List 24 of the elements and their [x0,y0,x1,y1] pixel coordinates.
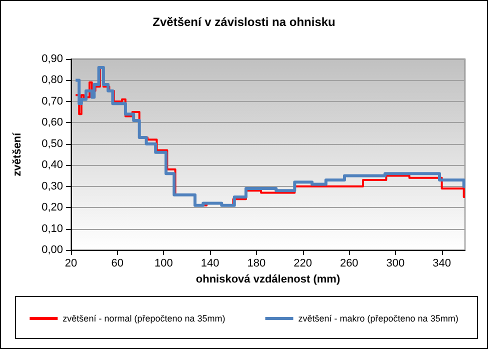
y-tick-label: 0,00 [42,244,63,256]
y-tick-label: 0,10 [42,222,63,235]
legend-label: zvětšení - normal (přepočteno na 35mm) [62,314,226,324]
y-tick-label: 0,80 [42,74,63,86]
y-tick-label: 0,60 [42,116,63,129]
x-tick-label: 300 [386,258,405,270]
x-tick-label: 260 [340,258,358,270]
y-tick-label: 0,90 [42,53,63,65]
y-tick-label: 0,30 [42,180,63,192]
legend-label: zvětšení - makro (přepočteno na 35mm) [298,314,458,324]
chart-title: Zvětšení v závislosti na ohnisku [152,15,336,29]
y-tick-label: 0,50 [42,138,63,150]
x-tick-label: 140 [200,258,220,270]
y-axis-title: zvětšení [12,132,24,176]
x-tick-label: 180 [247,258,266,270]
x-tick-label: 340 [432,258,452,270]
y-tick-label: 0,40 [42,159,63,172]
x-tick-label: 20 [64,258,78,270]
x-tick-label: 60 [111,258,124,270]
x-tick-label: 100 [154,258,173,270]
y-tick-label: 0,20 [42,202,63,214]
x-tick-label: 220 [294,258,312,270]
x-axis-title: ohnisková vzdálenost (mm) [196,274,340,286]
y-tick-label: 0,70 [42,95,63,108]
